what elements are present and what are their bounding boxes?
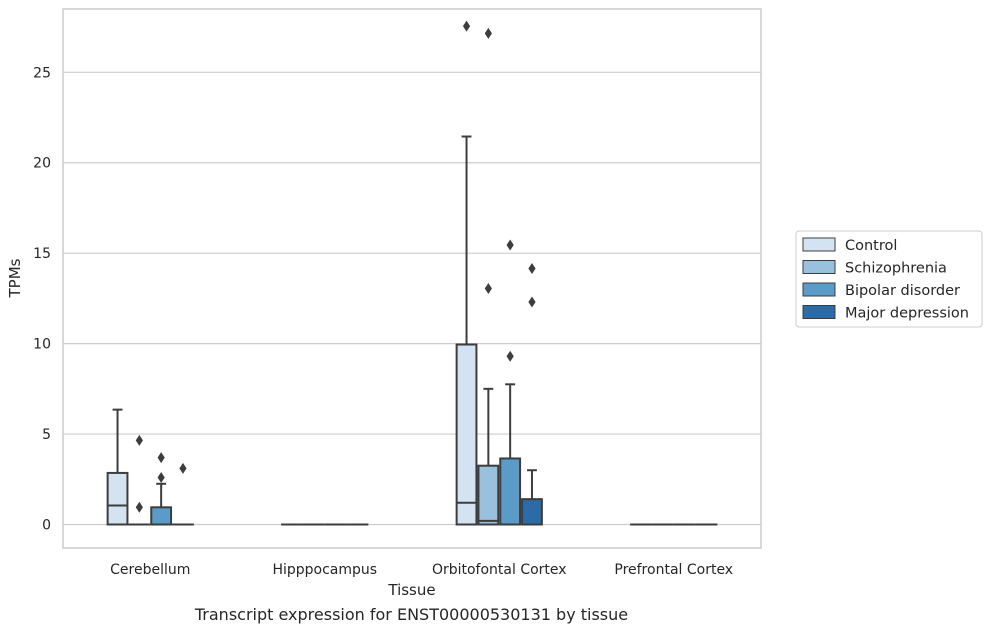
box-body	[106, 471, 129, 526]
y-tick-labels: 0 5 10 15 20 25	[33, 65, 51, 533]
legend-frame	[795, 230, 983, 328]
box-groups	[106, 20, 718, 526]
gridlines	[63, 71, 761, 526]
outlier-point	[157, 452, 165, 464]
box-body	[477, 464, 500, 526]
box-major-depression	[172, 462, 194, 526]
outlier-point	[157, 471, 165, 483]
x-tick-label: Hipppocampus	[272, 562, 377, 578]
chart-caption: Transcript expression for ENST0000053013…	[194, 605, 629, 624]
legend: Control Schizophrenia Bipolar disorder Majo…	[795, 230, 983, 328]
x-tick-label: Cerebellum	[110, 562, 190, 578]
box-body	[455, 343, 478, 526]
box-schizophrenia	[128, 434, 151, 526]
outlier-point	[528, 296, 536, 308]
legend-label: Bipolar disorder	[845, 283, 960, 299]
legend-swatch	[802, 260, 836, 274]
box-bipolar-disorder	[150, 452, 173, 526]
y-tick-label: 20	[33, 156, 51, 172]
legend-swatch	[802, 282, 836, 297]
y-tick-label: 10	[33, 337, 51, 353]
box-body	[150, 506, 173, 526]
plot-frame	[62, 8, 762, 549]
outlier-point	[506, 350, 514, 362]
outlier-point	[528, 263, 536, 275]
box-body	[499, 457, 522, 526]
legend-label: Schizophrenia	[845, 261, 947, 277]
outlier-point	[484, 282, 492, 294]
box-major-depression	[521, 263, 543, 526]
legend-label: Control	[845, 238, 897, 254]
x-tick-label: Orbitofontal Cortex	[432, 562, 567, 578]
legend-label: Major depression	[845, 306, 969, 322]
outlier-point	[484, 27, 492, 39]
y-axis-title: TPMs	[6, 258, 24, 298]
outlier-point	[135, 501, 143, 513]
box-control	[455, 20, 478, 526]
box-body	[521, 498, 543, 526]
y-tick-label: 5	[42, 427, 51, 443]
y-tick-label: 25	[33, 65, 51, 81]
y-tick-label: 15	[33, 246, 51, 262]
box-schizophrenia	[477, 27, 500, 526]
box-control	[106, 408, 129, 526]
legend-swatch	[802, 305, 836, 319]
outlier-point	[462, 20, 471, 32]
outlier-point	[179, 462, 187, 474]
box-bipolar-disorder	[499, 239, 522, 526]
legend-swatch	[802, 237, 836, 252]
outlier-point	[506, 239, 514, 251]
x-axis-title: Tissue	[387, 581, 435, 599]
x-tick-label: Prefrontal Cortex	[614, 562, 733, 578]
x-tick-labels: Cerebellum Hipppocampus Orbitofontal Corte…	[110, 562, 733, 578]
outlier-point	[135, 434, 143, 446]
y-tick-label: 0	[42, 517, 51, 533]
